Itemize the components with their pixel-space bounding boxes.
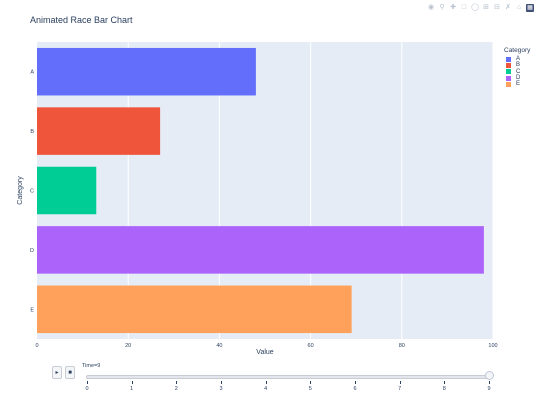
x-tick-label: 80 xyxy=(399,343,405,349)
slider-tick-label[interactable]: 2 xyxy=(174,386,178,392)
legend-label: D xyxy=(516,75,521,82)
bar-A xyxy=(37,47,256,96)
slider-tick-label[interactable]: 7 xyxy=(398,386,402,392)
y-tick-label: C xyxy=(30,189,34,195)
play-button[interactable]: ▸ xyxy=(52,366,62,379)
legend-swatch xyxy=(506,69,511,75)
modebar: ◉ ⚲ ✚ □ ◯ ⊞ ⊟ ✗ ⌂ ▦ xyxy=(427,4,534,12)
stop-button[interactable]: ■ xyxy=(65,366,75,379)
legend-title: Category xyxy=(504,47,531,54)
legend-swatch xyxy=(506,56,511,62)
slider-tick xyxy=(221,381,222,384)
time-slider-handle[interactable] xyxy=(484,371,494,380)
slider-current-label: Time=9 xyxy=(82,363,101,369)
legend-item-B[interactable]: B xyxy=(504,62,530,68)
y-axis-label: Category xyxy=(17,176,24,205)
pan-icon[interactable]: ✚ xyxy=(450,4,456,11)
x-axis-label: Value xyxy=(256,349,273,356)
slider-tick-label[interactable]: 9 xyxy=(487,386,491,392)
legend-item-C[interactable]: C xyxy=(504,69,530,75)
legend-swatch xyxy=(506,75,511,81)
slider-tick xyxy=(131,381,133,384)
legend-label: C xyxy=(516,68,521,75)
slider-tick xyxy=(399,381,401,384)
camera-icon[interactable]: ◉ xyxy=(427,4,435,11)
legend-item-A[interactable]: A xyxy=(504,56,530,62)
bar-B xyxy=(37,107,161,155)
slider-tick xyxy=(176,381,178,384)
legend-label: E xyxy=(516,81,521,88)
slider-tick-label[interactable]: 1 xyxy=(130,386,134,392)
zoom-out-icon[interactable]: ⊟ xyxy=(494,4,500,11)
slider-tick xyxy=(87,381,88,384)
zoom-icon[interactable]: ⚲ xyxy=(439,4,445,11)
slider-tick-label[interactable]: 5 xyxy=(308,386,312,392)
chart-title: Animated Race Bar Chart xyxy=(30,15,133,25)
y-tick-label: B xyxy=(30,129,34,135)
x-tick-label: 100 xyxy=(488,343,497,349)
time-slider-track[interactable] xyxy=(86,375,491,379)
home-icon[interactable]: ⌂ xyxy=(516,4,522,11)
lasso-icon[interactable]: ◯ xyxy=(471,4,479,11)
legend-label: B xyxy=(516,62,521,69)
legend-item-D[interactable]: D xyxy=(504,75,530,81)
bar-D xyxy=(37,226,484,274)
y-tick-label: D xyxy=(30,248,34,254)
slider-tick xyxy=(444,381,446,384)
x-tick-label: 40 xyxy=(216,343,222,349)
autoscale-icon[interactable]: ✗ xyxy=(505,4,511,11)
x-tick-label: 0 xyxy=(35,343,38,349)
play-icon: ▸ xyxy=(55,370,59,376)
zoom-in-icon[interactable]: ⊞ xyxy=(483,4,489,11)
animation-controls: ▸ ■ xyxy=(52,366,75,379)
legend-swatch xyxy=(506,62,511,68)
slider-tick-label[interactable]: 8 xyxy=(442,386,446,392)
legend-swatch xyxy=(506,81,511,87)
slider-tick xyxy=(355,381,356,384)
slider-tick xyxy=(310,381,312,384)
stop-icon: ■ xyxy=(68,369,72,376)
slider-tick-label[interactable]: 6 xyxy=(353,386,357,392)
slider-tick xyxy=(265,381,267,384)
legend-item-E[interactable]: E xyxy=(504,81,530,87)
x-tick-label: 20 xyxy=(125,343,131,349)
bar-E xyxy=(37,285,352,334)
slider-tick-label[interactable]: 3 xyxy=(219,386,223,392)
bar-C xyxy=(37,166,97,215)
slider-tick-label[interactable]: 0 xyxy=(85,386,89,392)
y-tick-label: E xyxy=(30,307,34,313)
slider-tick xyxy=(489,381,490,384)
legend-label: A xyxy=(516,56,521,63)
plotly-logo-icon[interactable]: ▦ xyxy=(526,4,534,12)
y-tick-label: A xyxy=(30,70,34,76)
x-tick-label: 60 xyxy=(308,343,314,349)
box-select-icon[interactable]: □ xyxy=(461,4,467,11)
slider-tick-label[interactable]: 4 xyxy=(264,386,268,392)
